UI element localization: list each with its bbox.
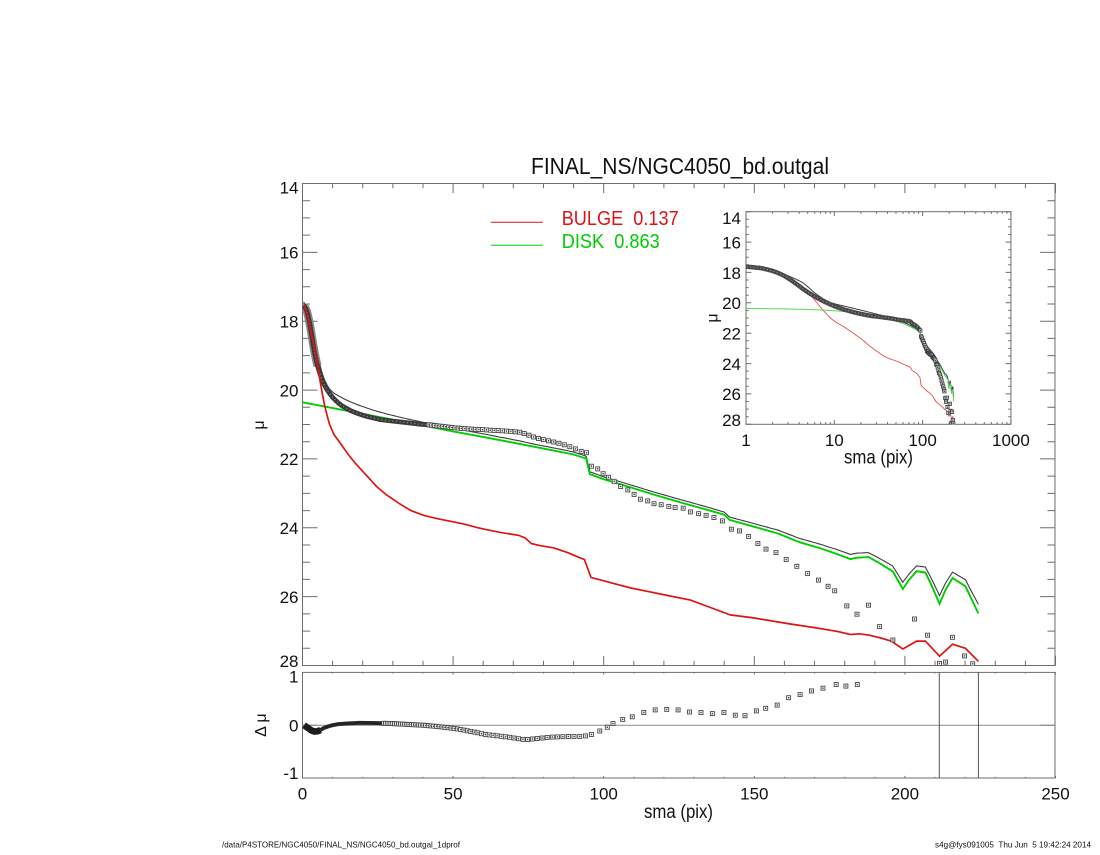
- svg-text:-1: -1: [283, 764, 298, 783]
- svg-text:22: 22: [280, 450, 299, 469]
- svg-text:20: 20: [280, 381, 299, 400]
- svg-text:24: 24: [722, 355, 741, 374]
- svg-text:28: 28: [280, 652, 299, 671]
- svg-text:26: 26: [722, 385, 741, 404]
- svg-text:sma (pix): sma (pix): [844, 448, 913, 469]
- svg-text:50: 50: [444, 785, 463, 804]
- svg-text:16: 16: [280, 244, 299, 263]
- svg-text:18: 18: [722, 264, 741, 283]
- svg-text:200: 200: [891, 785, 919, 804]
- svg-text:26: 26: [280, 588, 299, 607]
- svg-text:1: 1: [741, 431, 750, 450]
- svg-text:100: 100: [908, 431, 936, 450]
- svg-text:22: 22: [722, 324, 741, 343]
- svg-text:100: 100: [590, 785, 618, 804]
- svg-text:0: 0: [298, 785, 307, 804]
- svg-text:1: 1: [289, 668, 298, 687]
- svg-text:1000: 1000: [992, 431, 1030, 450]
- svg-text:sma (pix): sma (pix): [644, 802, 713, 823]
- svg-text:14: 14: [280, 179, 299, 198]
- svg-text:DISK 0.863: DISK 0.863: [562, 230, 660, 253]
- svg-text:FINAL_NS/NGC4050_bd.outgal: FINAL_NS/NGC4050_bd.outgal: [531, 153, 829, 179]
- svg-text:BULGE 0.137: BULGE 0.137: [562, 207, 679, 230]
- svg-text:10: 10: [825, 431, 844, 450]
- svg-text:28: 28: [722, 411, 741, 430]
- svg-text:24: 24: [280, 519, 299, 538]
- svg-text:0: 0: [289, 716, 298, 735]
- svg-text:s4g@fys091005 Thu Jun 5 19:4: s4g@fys091005 Thu Jun 5 19:42:24 2014: [935, 840, 1091, 850]
- svg-text:μ: μ: [705, 313, 722, 322]
- svg-text:Δ μ: Δ μ: [253, 713, 270, 736]
- svg-text:18: 18: [280, 312, 299, 331]
- svg-text:250: 250: [1041, 785, 1069, 804]
- svg-text:14: 14: [722, 209, 741, 228]
- svg-text:μ: μ: [251, 420, 268, 429]
- svg-text:/data/P4STORE/NGC4050/FINAL_NS: /data/P4STORE/NGC4050/FINAL_NS/NGC4050_b…: [222, 840, 461, 850]
- svg-text:20: 20: [722, 294, 741, 313]
- svg-text:16: 16: [722, 234, 741, 253]
- svg-text:150: 150: [740, 785, 768, 804]
